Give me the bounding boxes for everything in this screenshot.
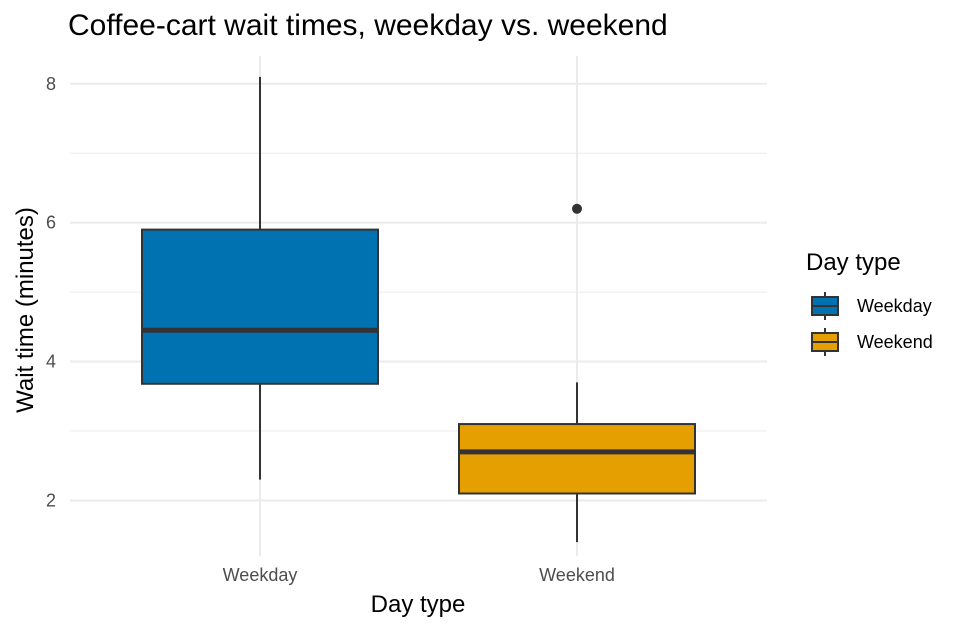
- boxplots: [141, 76, 696, 543]
- legend-label: Weekday: [857, 296, 932, 316]
- x-tick-label: Weekend: [539, 565, 615, 585]
- y-tick-label: 4: [46, 352, 56, 372]
- legend-title: Day type: [806, 249, 901, 276]
- box: [458, 423, 696, 495]
- box: [141, 228, 379, 385]
- y-tick-label: 8: [46, 74, 56, 94]
- axis-ticks: 2 4 6 8 Weekday Weekend: [46, 74, 615, 585]
- legend-label: Weekend: [857, 332, 933, 352]
- y-axis-title: Wait time (minutes): [12, 207, 39, 413]
- legend-item-weekend: Weekend: [811, 328, 933, 356]
- legend-items: Weekday Weekend: [811, 292, 933, 356]
- chart-title: Coffee-cart wait times, weekday vs. week…: [68, 9, 668, 42]
- legend: Day type Weekday Weekend: [806, 249, 933, 356]
- outlier-point: [572, 203, 582, 214]
- y-tick-label: 6: [46, 213, 56, 233]
- x-axis-title: Day type: [371, 591, 466, 618]
- boxplot-weekday: [141, 76, 379, 480]
- boxplot-weekend: [458, 203, 696, 543]
- x-tick-label: Weekday: [223, 565, 298, 585]
- legend-item-weekday: Weekday: [811, 292, 932, 320]
- y-tick-label: 2: [46, 490, 56, 510]
